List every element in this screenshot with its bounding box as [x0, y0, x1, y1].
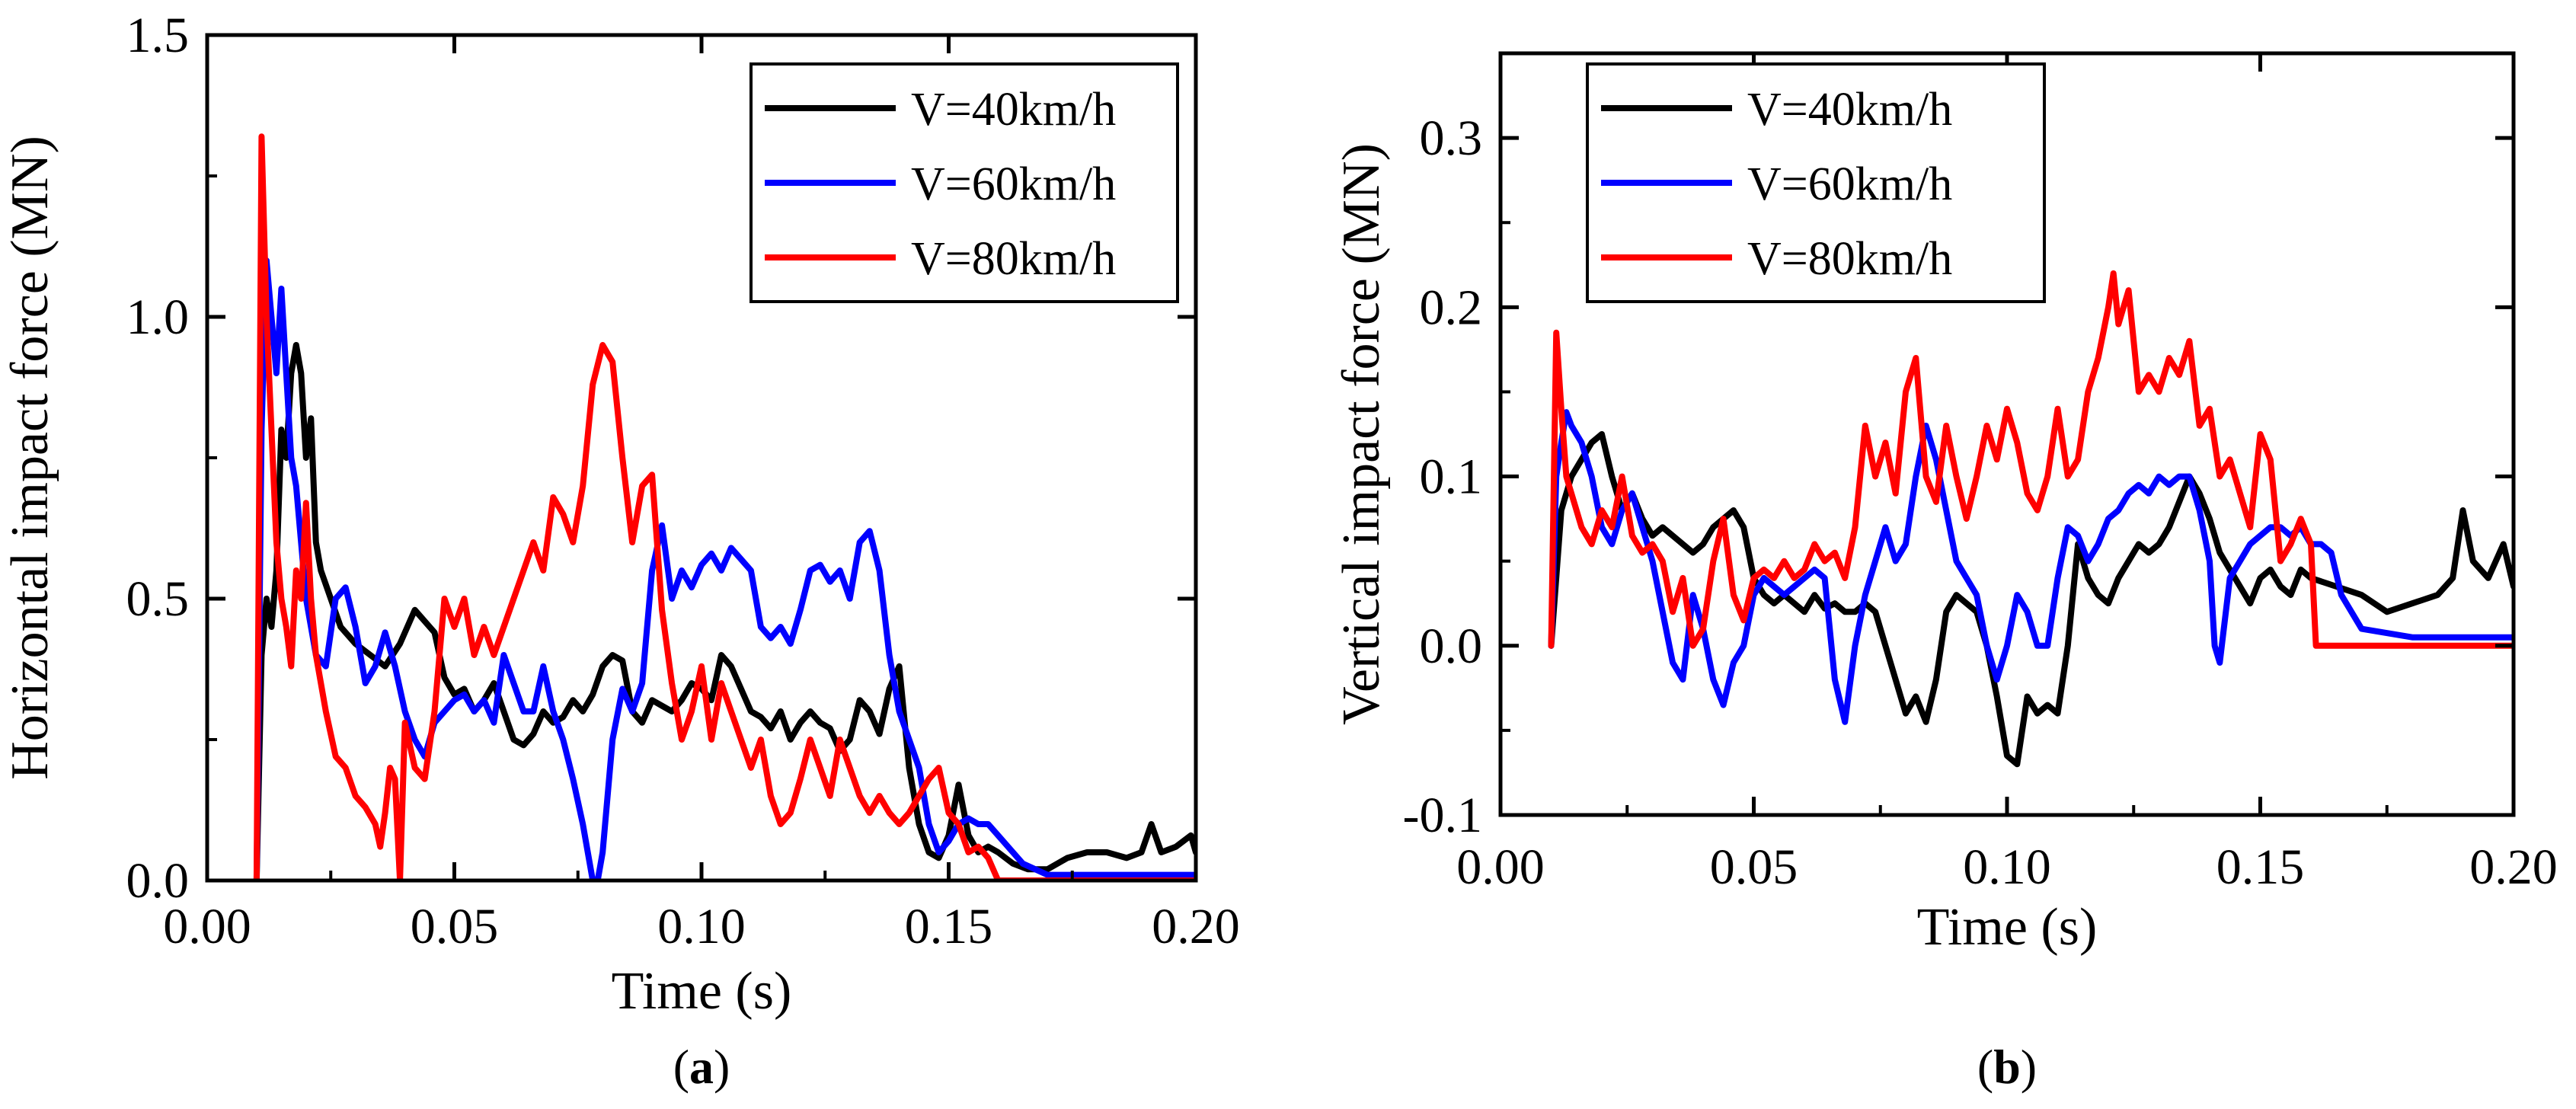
legend-label: V=60km/h: [911, 158, 1116, 210]
panel-label: (b): [1977, 1040, 2037, 1094]
y-tick-label: 0.0: [1420, 618, 1483, 674]
x-axis-title: Time (s): [612, 962, 792, 1021]
y-tick-label: 1.5: [126, 8, 190, 63]
x-tick-label: 0.20: [2469, 839, 2558, 895]
x-tick-label: 0.20: [1152, 899, 1240, 954]
legend-label: V=40km/h: [911, 84, 1116, 136]
y-tick-label: 0.1: [1420, 449, 1483, 505]
series-line-v-60km-h: [253, 257, 1196, 880]
legend-label: V=80km/h: [1747, 233, 1952, 285]
y-tick-label: 0.3: [1420, 110, 1483, 166]
x-tick-label: 0.15: [905, 899, 993, 954]
series-line-v-80km-h: [253, 133, 1196, 880]
x-tick-label: 0.05: [1710, 839, 1798, 895]
legend-label: V=40km/h: [1747, 84, 1952, 136]
panel-b: 0.00 0.05 0.10 0.15 0.20 -0.1 0.0 0.1 0.2 0.3 Time…: [1332, 51, 2558, 1094]
y-tick-label: -0.1: [1403, 788, 1482, 843]
x-tick-label: 0.10: [1963, 839, 2051, 895]
y-tick-label: 1.0: [126, 289, 190, 345]
y-axis-title: Horizontal impact force (MN): [1, 136, 59, 780]
legend: V=40km/h V=60km/h V=80km/h: [1586, 62, 2046, 303]
x-tick-label: 0.00: [163, 899, 251, 954]
y-tick-label: 0.0: [126, 853, 190, 909]
legend-label: V=60km/h: [1747, 158, 1952, 210]
y-axis-title: Vertical impact force (MN): [1332, 143, 1391, 725]
legend: V=40km/h V=60km/h V=80km/h: [749, 62, 1179, 303]
panel-a: 0.00 0.05 0.10 0.15 0.20 0.0 0.5 1.0 1.5 Time (s)…: [1, 8, 1240, 1094]
x-tick-label: 0.15: [2216, 839, 2305, 895]
series-line-v-80km-h: [1548, 270, 2514, 649]
y-tick-label: 0.2: [1420, 280, 1483, 335]
series-line-v-60km-h: [1548, 409, 2514, 725]
x-axis-title: Time (s): [1917, 898, 2098, 957]
x-tick-label: 0.00: [1456, 839, 1545, 895]
panel-label: (a): [673, 1040, 730, 1094]
y-tick-label: 0.5: [126, 571, 190, 627]
x-tick-label: 0.05: [411, 899, 499, 954]
legend-label: V=80km/h: [911, 233, 1116, 285]
x-tick-label: 0.10: [657, 899, 746, 954]
